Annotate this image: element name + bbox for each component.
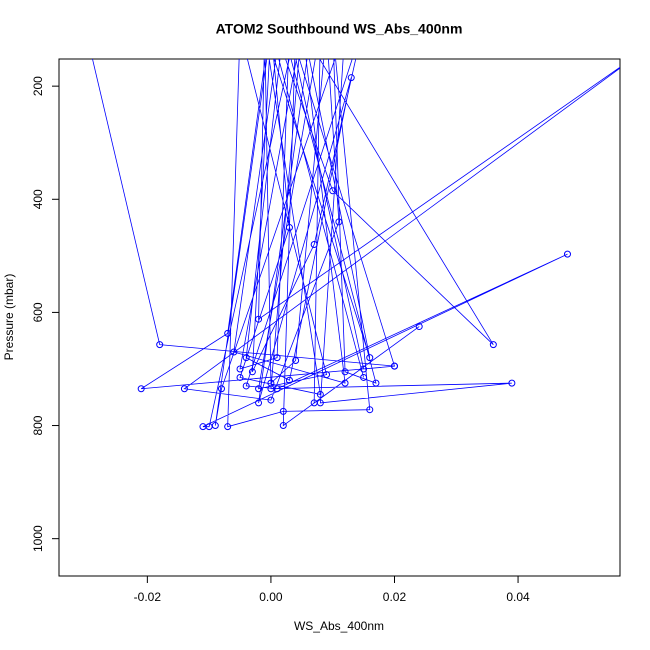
plot-area: [83, 4, 645, 431]
x-axis-label: WS_Abs_400nm: [294, 619, 384, 633]
data-point: [180, 385, 188, 393]
data-point: [280, 4, 286, 10]
data-point: [390, 362, 398, 370]
data-point: [273, 385, 281, 393]
data-point: [83, 27, 89, 33]
data-point: [273, 354, 281, 362]
data-point: [563, 250, 571, 258]
data-point: [639, 49, 645, 55]
data-point: [137, 385, 145, 393]
data-point: [156, 341, 164, 349]
data-point: [372, 379, 380, 387]
x-tick-label: -0.02: [134, 590, 162, 604]
y-tick-label: 200: [31, 76, 45, 96]
data-point: [316, 390, 324, 398]
data-point: [285, 224, 293, 232]
data-point: [267, 396, 275, 404]
x-tick-label: 0.00: [259, 590, 283, 604]
data-point: [242, 354, 250, 362]
data-point: [255, 385, 263, 393]
data-point: [508, 379, 516, 387]
data-point: [310, 241, 318, 249]
data-point: [242, 382, 250, 390]
data-point: [292, 356, 300, 364]
data-point: [267, 379, 275, 387]
data-point: [217, 385, 225, 393]
y-tick-label: 1000: [31, 525, 45, 552]
data-point: [205, 423, 213, 431]
y-tick-label: 800: [31, 415, 45, 435]
data-point: [236, 373, 244, 381]
data-point: [279, 407, 287, 415]
x-tick-label: 0.02: [383, 590, 407, 604]
data-point: [224, 423, 232, 431]
data-point: [323, 371, 331, 379]
data-point: [224, 329, 232, 337]
chart-title: ATOM2 Southbound WS_Abs_400nm: [216, 21, 463, 37]
data-point: [248, 368, 256, 376]
data-point: [341, 368, 349, 376]
data-point: [236, 365, 244, 373]
data-line: [92, 59, 620, 428]
data-point: [279, 422, 287, 430]
y-tick-label: 400: [31, 189, 45, 209]
data-point: [230, 348, 238, 356]
data-point: [366, 354, 374, 362]
data-point: [255, 315, 263, 323]
y-axis-label: Pressure (mbar): [2, 274, 16, 361]
data-point: [360, 365, 368, 373]
data-point: [305, 49, 311, 55]
data-point: [341, 379, 349, 387]
data-point: [360, 373, 368, 381]
data-point: [255, 399, 263, 407]
y-tick-label: 600: [31, 302, 45, 322]
x-tick-label: 0.04: [506, 590, 530, 604]
data-point: [347, 74, 355, 82]
data-point: [366, 406, 374, 414]
data-point: [285, 376, 293, 384]
data-point: [489, 341, 497, 349]
data-point: [329, 187, 337, 195]
plot-frame: [58, 58, 621, 577]
data-point: [415, 323, 423, 331]
data-point: [310, 399, 318, 407]
data-point: [335, 218, 343, 226]
